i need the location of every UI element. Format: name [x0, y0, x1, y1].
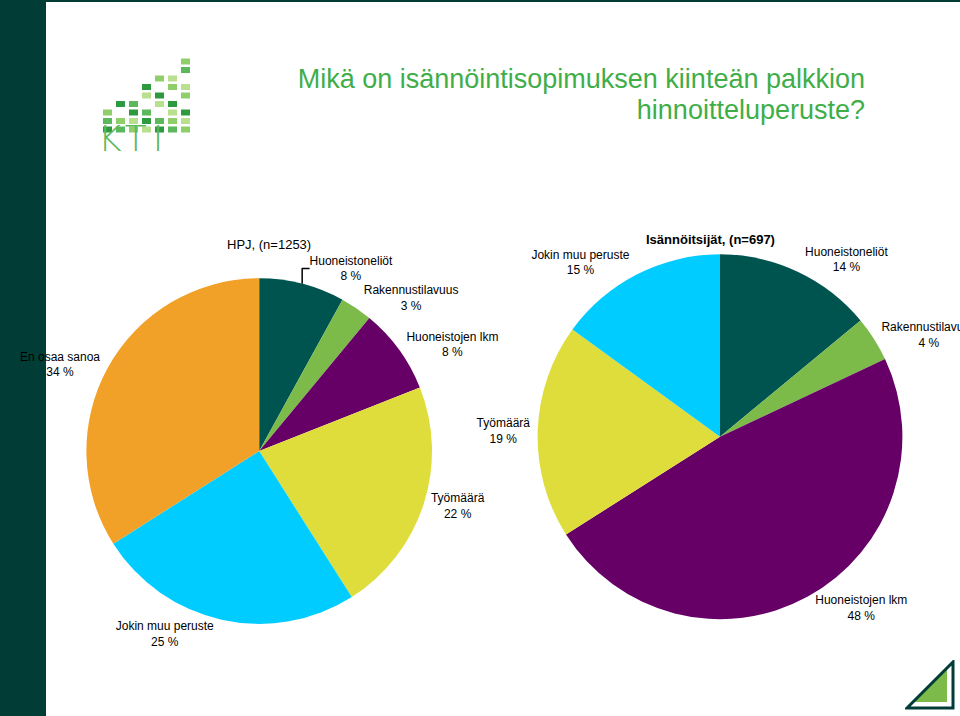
svg-text:Huoneistojen lkm8 %: Huoneistojen lkm8 %: [406, 330, 498, 360]
svg-text:En osaa sanoa34 %: En osaa sanoa34 %: [20, 350, 100, 380]
svg-text:Jokin muu peruste25 %: Jokin muu peruste25 %: [116, 619, 214, 649]
svg-text:Rakennustilavuus3 %: Rakennustilavuus3 %: [364, 283, 459, 313]
svg-text:Huoneistoneliöt14 %: Huoneistoneliöt14 %: [805, 245, 888, 275]
html-text:KTI: KTI: [98, 118, 170, 159]
svg-text:Isännöitsijät, (n=697): Isännöitsijät, (n=697): [646, 232, 775, 247]
svg-text:Työmäärä19 %: Työmäärä19 %: [477, 416, 531, 446]
svg-text:Huoneistoneliöt8 %: Huoneistoneliöt8 %: [310, 254, 393, 284]
svg-text:Rakennustilavuus4 %: Rakennustilavuus4 %: [881, 320, 960, 350]
svg-text:HPJ, (n=1253): HPJ, (n=1253): [227, 237, 311, 252]
svg-text:Jokin muu peruste15 %: Jokin muu peruste15 %: [531, 248, 629, 278]
html-text:Mikä on isännöintisopimuksen k: Mikä on isännöintisopimuksen kiinteän pa…: [297, 64, 865, 125]
svg-text:Työmäärä22 %: Työmäärä22 %: [431, 491, 485, 521]
svg-text:Huoneistojen lkm48 %: Huoneistojen lkm48 %: [815, 593, 907, 623]
